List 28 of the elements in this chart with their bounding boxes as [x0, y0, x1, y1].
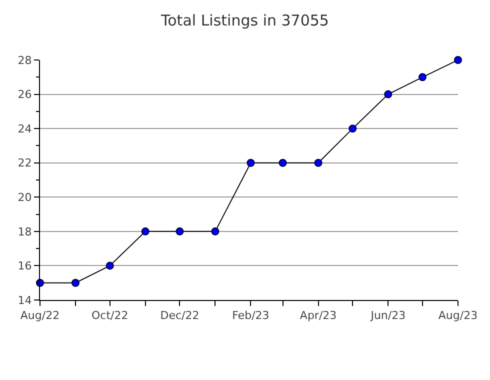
point [141, 227, 150, 236]
point [278, 158, 287, 167]
x-tick-label: Oct/22 [91, 309, 128, 322]
y-tick-label: 24 [18, 122, 32, 136]
x-tick-label: Feb/23 [232, 309, 270, 322]
point [314, 158, 322, 167]
y-tick-label: 14 [18, 294, 32, 307]
y-tick-label: 28 [18, 54, 32, 67]
x-tick-label: Apr/23 [300, 309, 337, 322]
point [384, 90, 392, 98]
x-tick-label: Dec/22 [160, 309, 200, 322]
x-tick-label: Jun/23 [370, 309, 406, 322]
y-tick-label: 16 [18, 260, 32, 273]
point [106, 262, 114, 270]
y-tick-label: 18 [18, 225, 32, 238]
point [246, 158, 255, 167]
point [418, 73, 426, 82]
y-tick-label: 22 [18, 156, 32, 170]
y-tick-label: 26 [18, 88, 32, 102]
point [72, 278, 80, 287]
point [211, 227, 220, 236]
point [454, 56, 462, 64]
x-tick-label: Aug/23 [438, 309, 478, 322]
x-tick-label: Aug/22 [20, 309, 60, 322]
point [176, 227, 184, 236]
chart-title: Total Listings in 37055 [160, 12, 329, 30]
y-tick-label: 20 [18, 190, 32, 204]
point [348, 124, 357, 133]
